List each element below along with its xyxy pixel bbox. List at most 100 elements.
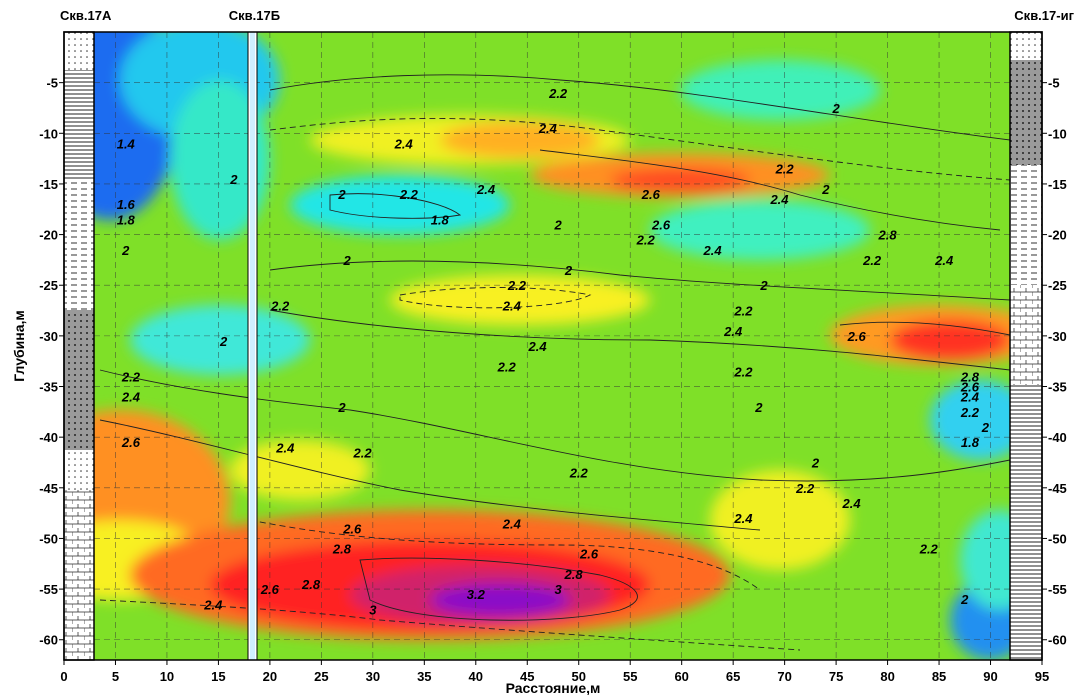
contour-label: 2.6 <box>651 217 671 232</box>
contour-label: 2.2 <box>121 369 141 384</box>
well-column-17a-layer <box>64 490 94 660</box>
contour-label: 2.4 <box>769 192 789 207</box>
y-tick-label-right: -55 <box>1048 582 1067 597</box>
y-tick-label-right: -25 <box>1048 278 1067 293</box>
contour-label: 2 <box>759 278 768 293</box>
well-column-17a-layer <box>64 180 94 310</box>
y-tick-label-right: -30 <box>1048 329 1067 344</box>
x-tick-label: 55 <box>623 669 637 684</box>
well-column-17ig-layer <box>1010 60 1042 165</box>
y-tick-label: -50 <box>39 531 58 546</box>
contour-label: 2.4 <box>538 121 558 136</box>
contour-label: 2.2 <box>270 298 290 313</box>
contour-label: 2.6 <box>121 435 141 450</box>
well-column-17b-fill <box>250 32 255 660</box>
x-tick-label: 5 <box>112 669 119 684</box>
contour-label: 2.8 <box>301 577 321 592</box>
contour-label: 2.2 <box>919 542 939 557</box>
contour-label: 2.8 <box>332 542 352 557</box>
contour-label: 3 <box>555 582 563 597</box>
y-tick-label: -20 <box>39 228 58 243</box>
x-tick-label: 20 <box>263 669 277 684</box>
y-axis-left: -5 -10 -15 -20 -25 -30 -35 -40 -45 -50 -55 -60 <box>39 76 64 648</box>
x-tick-label: 95 <box>1035 669 1049 684</box>
well-column-17ig-layer <box>1010 385 1042 660</box>
y-tick-label-right: -60 <box>1048 633 1067 648</box>
y-tick-label-right: -20 <box>1048 228 1067 243</box>
contour-label: 2.4 <box>733 511 753 526</box>
contour-label: 2 <box>121 243 130 258</box>
y-tick-label-right: -45 <box>1048 481 1067 496</box>
contour-label: 2.2 <box>497 359 517 374</box>
contour-label: 2.2 <box>353 445 373 460</box>
well-title: Скв.17А <box>60 8 112 23</box>
contour-label: 1.4 <box>117 136 136 151</box>
x-tick-label: 70 <box>777 669 791 684</box>
y-tick-label: -10 <box>39 126 58 141</box>
y-tick-label: -55 <box>39 582 58 597</box>
contour-label: 2.4 <box>476 182 496 197</box>
contour-label: 2 <box>342 253 351 268</box>
x-tick-label: 30 <box>366 669 380 684</box>
y-axis-right: -5 -10 -15 -20 -25 -30 -35 -40 -45 -50 -55 -60 <box>1042 76 1067 648</box>
x-tick-label: 0 <box>60 669 67 684</box>
contour-label: 2.4 <box>703 243 723 258</box>
y-tick-label: -15 <box>39 177 58 192</box>
y-tick-label-right: -50 <box>1048 531 1067 546</box>
contour-label: 2.4 <box>960 390 980 405</box>
contour-label: 1.6 <box>117 197 136 212</box>
contour-label: 1.8 <box>961 435 980 450</box>
contour-label: 2.4 <box>502 298 522 313</box>
contour-label: 2.4 <box>121 390 141 405</box>
y-tick-label: -5 <box>46 76 58 91</box>
well-column-17a-layer <box>64 310 94 450</box>
x-tick-label: 75 <box>829 669 843 684</box>
contour-label: 2.8 <box>878 228 898 243</box>
x-tick-label: 25 <box>314 669 328 684</box>
contour-label: 2.6 <box>260 582 280 597</box>
contour-label: 2 <box>219 334 228 349</box>
y-tick-label: -25 <box>39 278 58 293</box>
contour-label: 2.4 <box>528 339 548 354</box>
x-tick-label: 35 <box>417 669 431 684</box>
well-column-17ig-layer <box>1010 285 1042 385</box>
contour-label: 2.6 <box>847 329 867 344</box>
y-tick-label: -30 <box>39 329 58 344</box>
well-title: Скв.17-иг <box>1014 8 1074 23</box>
contour-label: 2 <box>821 182 830 197</box>
x-tick-label: 90 <box>983 669 997 684</box>
x-axis-title: Расстояние,м <box>506 680 601 695</box>
contour-label: 2 <box>337 400 346 415</box>
contour-label: 2 <box>960 592 969 607</box>
contour-label: 3.2 <box>467 587 486 602</box>
y-tick-label-right: -40 <box>1048 430 1067 445</box>
contour-label: 2.2 <box>960 405 980 420</box>
contour-label: 2.2 <box>507 278 527 293</box>
well-titles: Скв.17А Скв.17Б Скв.17-иг <box>60 8 1075 23</box>
contour-label: 2.2 <box>775 162 795 177</box>
y-tick-label: -35 <box>39 380 58 395</box>
contour-label: 2 <box>337 187 346 202</box>
contour-label: 1.8 <box>117 212 136 227</box>
y-tick-label-right: -35 <box>1048 380 1067 395</box>
x-tick-label: 60 <box>674 669 688 684</box>
contour-label: 2 <box>981 420 990 435</box>
contour-label: 2 <box>554 217 563 232</box>
x-tick-label: 10 <box>160 669 174 684</box>
y-tick-label-right: -15 <box>1048 177 1067 192</box>
well-title: Скв.17Б <box>229 8 280 23</box>
contour-label: 2.6 <box>641 187 661 202</box>
contour-label: 2.6 <box>342 521 362 536</box>
contour-label: 2.8 <box>564 567 584 582</box>
contour-label: 2 <box>564 263 573 278</box>
contour-label: 2.4 <box>502 516 522 531</box>
contour-label: 2.2 <box>548 86 568 101</box>
contour-label: 2.6 <box>579 547 599 562</box>
contour-label: 2.6 <box>960 380 980 395</box>
y-tick-label-right: -5 <box>1048 76 1060 91</box>
contour-lines <box>99 74 1011 651</box>
y-tick-label-right: -10 <box>1048 126 1067 141</box>
heat-field <box>64 32 1042 660</box>
contour-label: 2 <box>754 400 763 415</box>
